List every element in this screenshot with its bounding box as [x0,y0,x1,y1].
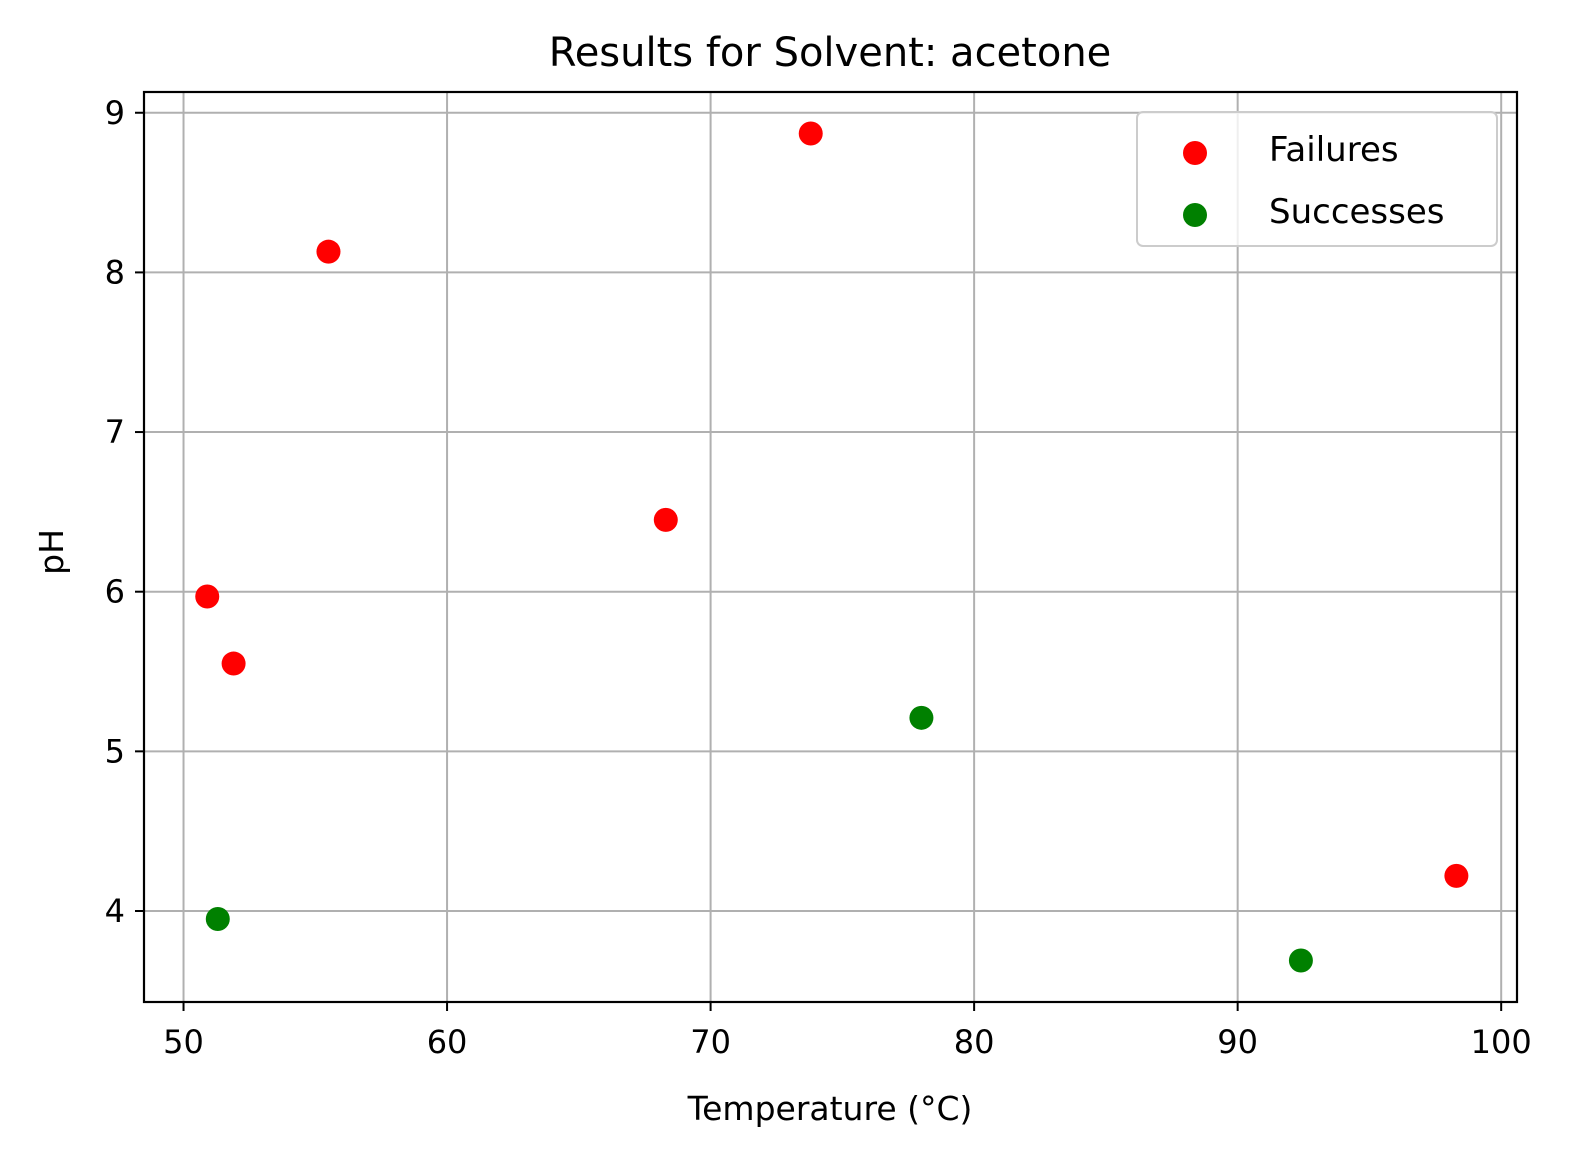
y-tick-label: 7 [105,413,125,451]
y-tick-label: 5 [105,732,125,770]
axis-ticks: 50 60 70 80 90 100 4 5 6 7 8 9 [105,94,1532,1061]
successes-point [205,906,230,931]
failures-point [316,239,341,264]
x-tick-label: 60 [427,1023,468,1061]
legend-box [1136,111,1498,247]
y-tick-label: 6 [105,573,125,611]
failures-point [1444,863,1469,888]
y-tick-label: 8 [105,253,125,291]
plot-area-frame [142,90,1519,1004]
y-axis-label: pH [32,529,71,575]
legend-marker-failures [1183,141,1207,165]
x-axis-label: Temperature (°C) [687,1089,973,1128]
legend: Failures Successes [1136,111,1498,247]
grid [144,92,1517,1002]
failures-point [195,584,220,609]
successes-point [1288,948,1313,973]
y-tick-label: 4 [105,892,125,930]
legend-label-successes: Successes [1269,192,1445,232]
failures-point [221,651,246,676]
x-tick-label: 50 [163,1023,204,1061]
y-tick-label: 9 [105,94,125,132]
x-tick-label: 90 [1217,1023,1258,1061]
legend-marker-successes [1183,203,1207,227]
failures-point [798,121,823,146]
chart-title: Results for Solvent: acetone [549,30,1112,76]
x-tick-label: 70 [690,1023,731,1061]
failures-point [653,507,678,532]
x-tick-label: 80 [954,1023,995,1061]
legend-label-failures: Failures [1269,130,1399,170]
x-tick-label: 100 [1471,1023,1532,1061]
data-points [195,121,1469,973]
successes-point [909,705,934,730]
